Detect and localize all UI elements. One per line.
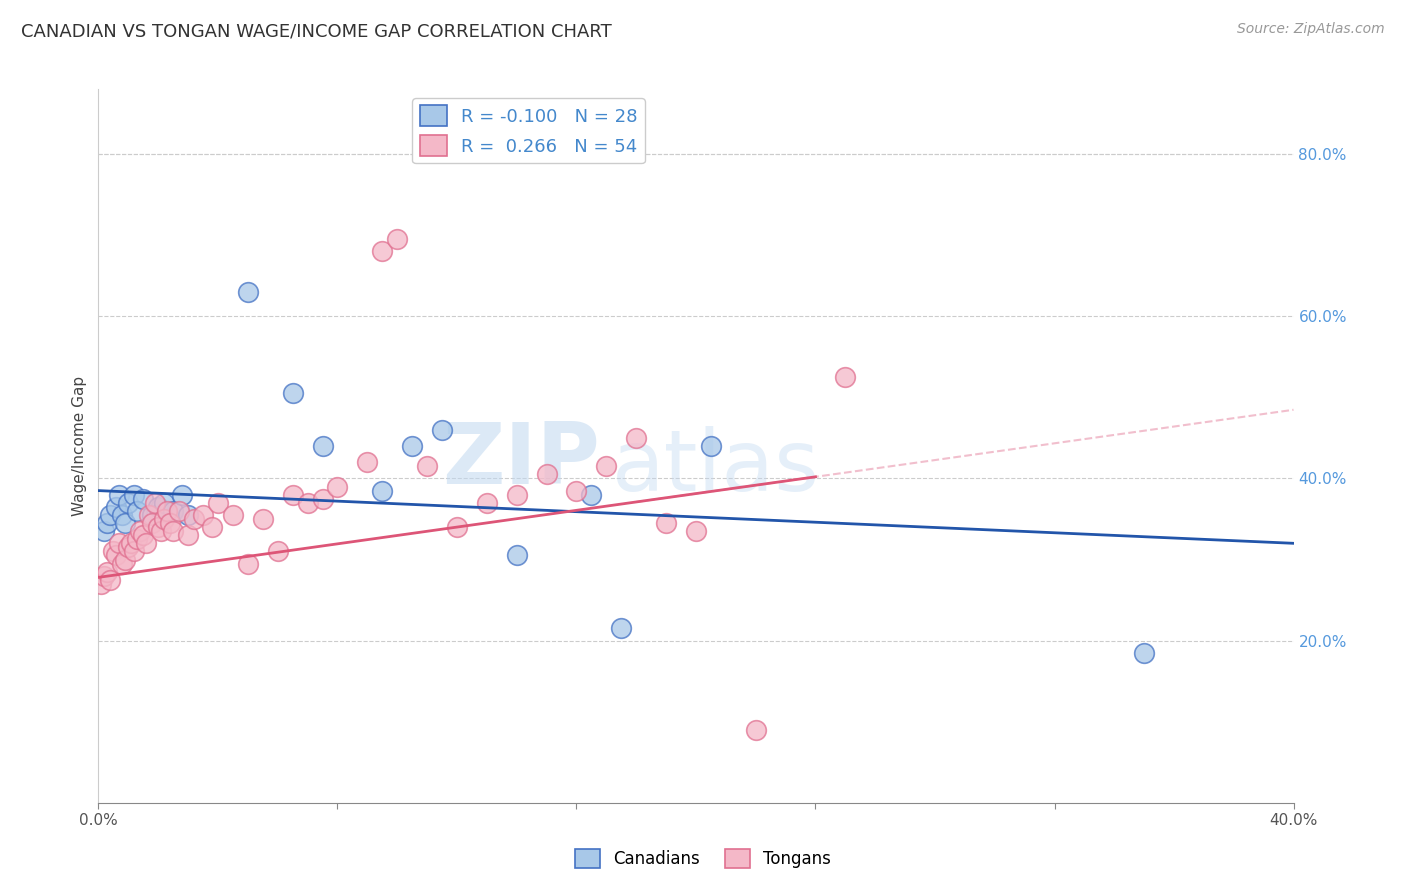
- Point: [143, 496, 166, 510]
- Point: [506, 549, 529, 563]
- Point: [135, 536, 157, 550]
- Point: [108, 536, 131, 550]
- Point: [148, 500, 170, 514]
- Point: [117, 541, 139, 555]
- Point: [745, 723, 768, 737]
- Point: [626, 431, 648, 445]
- Text: atlas: atlas: [613, 425, 820, 509]
- Point: [114, 516, 136, 530]
- Point: [371, 483, 394, 498]
- Point: [148, 520, 170, 534]
- Point: [105, 500, 128, 514]
- Legend: Canadians, Tongans: Canadians, Tongans: [568, 842, 838, 875]
- Point: [183, 512, 205, 526]
- Y-axis label: Wage/Income Gap: Wage/Income Gap: [72, 376, 87, 516]
- Point: [162, 524, 184, 538]
- Point: [111, 508, 134, 522]
- Point: [446, 520, 468, 534]
- Point: [236, 557, 259, 571]
- Point: [93, 568, 115, 582]
- Point: [356, 455, 378, 469]
- Point: [117, 496, 139, 510]
- Point: [150, 524, 173, 538]
- Point: [172, 488, 194, 502]
- Point: [96, 516, 118, 530]
- Point: [595, 459, 617, 474]
- Point: [385, 232, 409, 246]
- Point: [105, 549, 128, 563]
- Point: [103, 544, 125, 558]
- Text: Source: ZipAtlas.com: Source: ZipAtlas.com: [1237, 22, 1385, 37]
- Point: [100, 573, 122, 587]
- Point: [536, 467, 558, 482]
- Text: CANADIAN VS TONGAN WAGE/INCOME GAP CORRELATION CHART: CANADIAN VS TONGAN WAGE/INCOME GAP CORRE…: [21, 22, 612, 40]
- Point: [326, 479, 349, 493]
- Point: [111, 557, 134, 571]
- Point: [177, 528, 200, 542]
- Point: [371, 244, 394, 259]
- Point: [127, 504, 149, 518]
- Point: [138, 508, 160, 522]
- Point: [1133, 646, 1156, 660]
- Point: [93, 524, 115, 538]
- Point: [153, 512, 176, 526]
- Point: [129, 524, 152, 538]
- Point: [132, 491, 155, 506]
- Point: [610, 622, 633, 636]
- Point: [297, 496, 319, 510]
- Point: [281, 386, 304, 401]
- Point: [124, 488, 146, 502]
- Point: [252, 512, 274, 526]
- Point: [685, 524, 707, 538]
- Point: [430, 423, 453, 437]
- Point: [834, 370, 856, 384]
- Text: ZIP: ZIP: [443, 418, 600, 502]
- Point: [581, 488, 603, 502]
- Point: [207, 496, 229, 510]
- Point: [124, 544, 146, 558]
- Point: [655, 516, 678, 530]
- Point: [236, 285, 259, 299]
- Point: [311, 439, 333, 453]
- Point: [191, 508, 214, 522]
- Point: [506, 488, 529, 502]
- Point: [281, 488, 304, 502]
- Point: [120, 536, 142, 550]
- Point: [141, 516, 163, 530]
- Point: [114, 552, 136, 566]
- Point: [167, 504, 190, 518]
- Point: [222, 508, 245, 522]
- Point: [700, 439, 723, 453]
- Point: [162, 504, 184, 518]
- Point: [565, 483, 588, 498]
- Point: [177, 508, 200, 522]
- Point: [100, 508, 122, 522]
- Point: [108, 488, 131, 502]
- Point: [96, 565, 118, 579]
- Point: [141, 508, 163, 522]
- Point: [132, 528, 155, 542]
- Point: [416, 459, 439, 474]
- Legend: R = -0.100   N = 28, R =  0.266   N = 54: R = -0.100 N = 28, R = 0.266 N = 54: [412, 98, 645, 163]
- Point: [267, 544, 290, 558]
- Point: [201, 520, 224, 534]
- Point: [159, 516, 181, 530]
- Point: [401, 439, 423, 453]
- Point: [475, 496, 498, 510]
- Point: [153, 496, 176, 510]
- Point: [156, 504, 179, 518]
- Point: [127, 533, 149, 547]
- Point: [311, 491, 333, 506]
- Point: [90, 577, 112, 591]
